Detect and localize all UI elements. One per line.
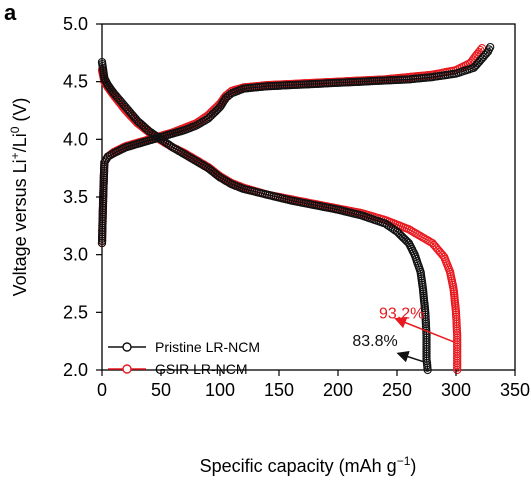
data-point (98, 227, 107, 237)
data-point (398, 233, 408, 242)
data-point (190, 155, 199, 165)
data-point (99, 166, 109, 176)
y-tick-label: 5.0 (63, 14, 88, 34)
data-point (205, 112, 214, 122)
series-layer (97, 42, 495, 375)
data-point (397, 231, 406, 241)
data-point (196, 119, 205, 128)
y-axis-label: Voltage versus Li+/Li0 (V) (8, 98, 30, 297)
data-point (486, 42, 495, 52)
annotation-gsir-retention: 93.2% (379, 305, 424, 322)
x-tick-label: 100 (205, 380, 235, 400)
y-tick-label: 2.0 (63, 360, 88, 380)
annotations: 93.2% 83.8% (352, 305, 456, 363)
legend-label-gsir: GSIR LR-NCM (155, 361, 248, 377)
data-point (204, 114, 213, 123)
arrow-pristine (396, 350, 425, 363)
legend-item-gsir: GSIR LR-NCM (108, 361, 248, 377)
data-point (99, 175, 108, 184)
data-point (99, 184, 108, 193)
legend: Pristine LR-NCM GSIR LR-NCM (108, 339, 260, 377)
data-point (206, 111, 216, 120)
data-point (98, 208, 107, 217)
data-point (99, 190, 108, 199)
x-tick-label: 300 (441, 380, 471, 400)
x-tick-label: 250 (382, 380, 412, 400)
legend-marker-pristine (122, 342, 132, 352)
data-point (420, 234, 429, 243)
data-point (453, 365, 462, 375)
data-point (184, 152, 193, 161)
data-point (392, 227, 402, 236)
arrow-gsir (394, 317, 456, 344)
legend-item-pristine: Pristine LR-NCM (108, 339, 260, 355)
x-tick-label: 50 (151, 380, 171, 400)
y-tick-label: 4.0 (63, 129, 88, 149)
data-point (98, 223, 107, 232)
axis-ticks: 0 50 100 150 200 250 300 350 2.0 2.5 3.0 3.5 4.0 4.5 5… (63, 14, 530, 400)
x-tick-label: 150 (264, 380, 294, 400)
data-point (219, 175, 229, 184)
data-point (453, 361, 462, 370)
data-point (97, 236, 107, 246)
data-point (98, 197, 108, 206)
data-point (211, 107, 220, 116)
data-point (400, 234, 409, 243)
x-tick-label: 350 (500, 380, 530, 400)
data-point (98, 212, 107, 221)
annotation-pristine-retention: 83.8% (352, 333, 397, 350)
data-point (212, 105, 222, 115)
x-axis-label: Specific capacity (mAh g−1) (200, 454, 417, 476)
panel-label: a (4, 0, 17, 25)
y-tick-label: 3.5 (63, 187, 88, 207)
data-point (98, 217, 107, 226)
data-point (394, 228, 403, 238)
data-point (172, 145, 181, 154)
data-point (98, 232, 107, 241)
data-point (395, 230, 405, 239)
y-tick-label: 3.0 (63, 245, 88, 265)
legend-marker-gsir (122, 364, 132, 374)
x-tick-label: 0 (97, 380, 107, 400)
data-point (408, 227, 417, 236)
series-line-discharge (101, 61, 429, 371)
x-tick-label: 200 (323, 380, 353, 400)
series-pristine (97, 42, 495, 375)
series-line-discharge (101, 70, 458, 370)
legend-label-pristine: Pristine LR-NCM (155, 339, 260, 355)
data-point (209, 108, 219, 117)
data-point (98, 201, 108, 210)
y-tick-label: 2.5 (63, 302, 88, 322)
y-tick-label: 4.5 (63, 72, 88, 92)
data-point (453, 363, 462, 372)
data-point (423, 365, 432, 375)
